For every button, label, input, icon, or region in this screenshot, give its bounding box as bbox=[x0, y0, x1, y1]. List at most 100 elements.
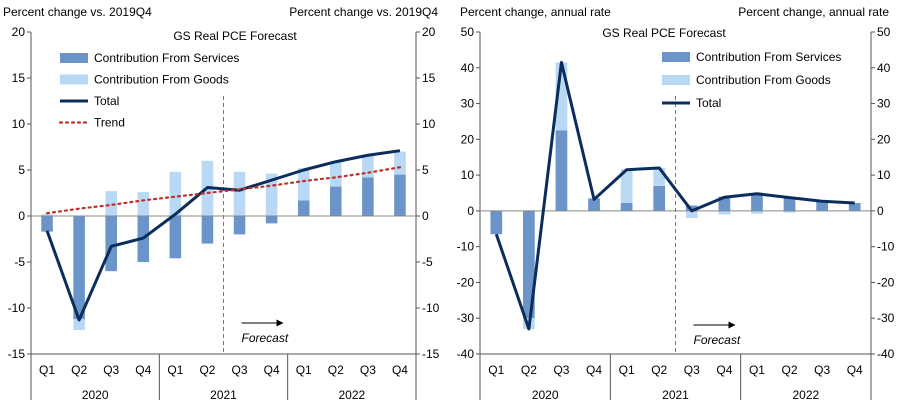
y-tick-label-left: 0 bbox=[18, 209, 25, 223]
goods-bar bbox=[169, 171, 182, 216]
services-bar bbox=[751, 193, 763, 211]
y-tick-label-left: -10 bbox=[457, 240, 475, 254]
y-tick-label-right: 20 bbox=[877, 132, 891, 146]
y-tick-label-left: 0 bbox=[467, 204, 474, 218]
year-label: 2020 bbox=[532, 388, 559, 402]
legend-label: Total bbox=[94, 94, 119, 108]
x-tick-label: Q1 bbox=[296, 363, 312, 377]
x-tick-label: Q1 bbox=[749, 363, 765, 377]
goods-bar bbox=[394, 151, 406, 175]
trend-line bbox=[45, 166, 402, 215]
x-tick-label: Q2 bbox=[71, 363, 87, 377]
y-tick-label-left: -30 bbox=[457, 311, 475, 325]
x-tick-label: Q1 bbox=[39, 363, 55, 377]
services-bar bbox=[555, 130, 568, 211]
services-bar bbox=[490, 210, 503, 235]
forecast-arrowhead bbox=[728, 321, 736, 329]
y-tick-label-left: 5 bbox=[18, 163, 25, 177]
y-tick-label-right: 50 bbox=[877, 25, 891, 39]
total-line bbox=[494, 60, 855, 331]
goods-bar bbox=[620, 169, 633, 204]
y-tick-label-right: 10 bbox=[877, 168, 891, 182]
year-label: 2022 bbox=[792, 388, 819, 402]
services-bar bbox=[523, 210, 535, 319]
x-tick-label: Q3 bbox=[684, 363, 700, 377]
y-tick-label-left: 30 bbox=[461, 97, 475, 111]
x-tick-label: Q2 bbox=[199, 363, 215, 377]
legend-label: Total bbox=[696, 96, 721, 110]
y-tick-label-left: 40 bbox=[461, 61, 475, 75]
legend-label: Contribution From Services bbox=[696, 50, 841, 64]
chart-title: GS Real PCE Forecast bbox=[602, 26, 726, 40]
y-tick-label-right: -10 bbox=[422, 301, 440, 315]
x-tick-label: Q3 bbox=[814, 363, 830, 377]
x-tick-label: Q4 bbox=[392, 363, 408, 377]
y-tick-label-left: 10 bbox=[12, 117, 26, 131]
services-bar bbox=[588, 198, 600, 211]
goods-bar bbox=[362, 155, 374, 178]
x-tick-label: Q1 bbox=[488, 363, 504, 377]
goods-bar bbox=[265, 173, 278, 216]
y-tick-label-right: 0 bbox=[422, 209, 429, 223]
x-tick-label: Q3 bbox=[360, 363, 376, 377]
y-tick-label-right: 5 bbox=[422, 163, 429, 177]
x-tick-label: Q4 bbox=[716, 363, 732, 377]
goods-bar bbox=[718, 210, 731, 215]
goods-bar bbox=[555, 62, 568, 131]
services-bar bbox=[297, 200, 310, 216]
services-bar bbox=[653, 185, 666, 211]
goods-bar bbox=[41, 214, 53, 216]
year-label: 2021 bbox=[662, 388, 689, 402]
y-tick-label-left: -15 bbox=[8, 347, 26, 361]
y-tick-label-left: 10 bbox=[461, 168, 475, 182]
x-tick-label: Q3 bbox=[103, 363, 119, 377]
x-tick-label: Q4 bbox=[264, 363, 280, 377]
y-tick-label-right: 20 bbox=[422, 25, 436, 39]
year-label: 2022 bbox=[338, 388, 365, 402]
year-label: 2020 bbox=[82, 388, 109, 402]
chart-title: GS Real PCE Forecast bbox=[173, 29, 297, 43]
goods-bar bbox=[653, 167, 666, 186]
y-tick-label-right: 15 bbox=[422, 71, 436, 85]
goods-bar bbox=[233, 171, 246, 216]
y-axis-title-left: Percent change, annual rate bbox=[460, 5, 611, 19]
services-bar bbox=[783, 197, 796, 211]
y-axis-title-left: Percent change vs. 2019Q4 bbox=[3, 5, 152, 19]
y-tick-label-right: 0 bbox=[877, 204, 884, 218]
y-tick-label-right: -5 bbox=[422, 255, 433, 269]
forecast-arrowhead bbox=[276, 319, 284, 327]
services-bar bbox=[233, 216, 246, 235]
forecast-label: Forecast bbox=[694, 333, 741, 347]
y-tick-label-right: -40 bbox=[877, 347, 895, 361]
goods-bar bbox=[685, 210, 698, 219]
goods-bar bbox=[137, 192, 150, 216]
x-tick-label: Q4 bbox=[135, 363, 151, 377]
goods-bar bbox=[330, 160, 342, 187]
services-bar bbox=[201, 216, 214, 244]
legend-swatch bbox=[60, 74, 88, 85]
y-axis-title-right: Percent change, annual rate bbox=[738, 5, 889, 19]
services-bar bbox=[394, 174, 406, 216]
y-tick-label-left: 15 bbox=[12, 71, 26, 85]
services-bar bbox=[718, 196, 731, 211]
services-bar bbox=[169, 216, 182, 259]
legend-label: Trend bbox=[94, 116, 125, 130]
services-bar bbox=[685, 205, 698, 211]
y-tick-label-right: -20 bbox=[877, 275, 895, 289]
goods-bar bbox=[297, 168, 310, 201]
services-bar bbox=[620, 203, 633, 211]
services-bar bbox=[362, 177, 374, 216]
y-tick-label-right: 10 bbox=[422, 117, 436, 131]
y-tick-label-left: 20 bbox=[461, 132, 475, 146]
y-tick-label-left: -10 bbox=[8, 301, 26, 315]
y-tick-label-right: -15 bbox=[422, 347, 440, 361]
y-tick-label-left: -5 bbox=[14, 255, 25, 269]
y-tick-label-left: 20 bbox=[12, 25, 26, 39]
legend-swatch bbox=[662, 52, 690, 62]
x-tick-label: Q4 bbox=[586, 363, 602, 377]
legend-swatch bbox=[60, 53, 88, 63]
legend-label: Contribution From Services bbox=[94, 51, 239, 65]
